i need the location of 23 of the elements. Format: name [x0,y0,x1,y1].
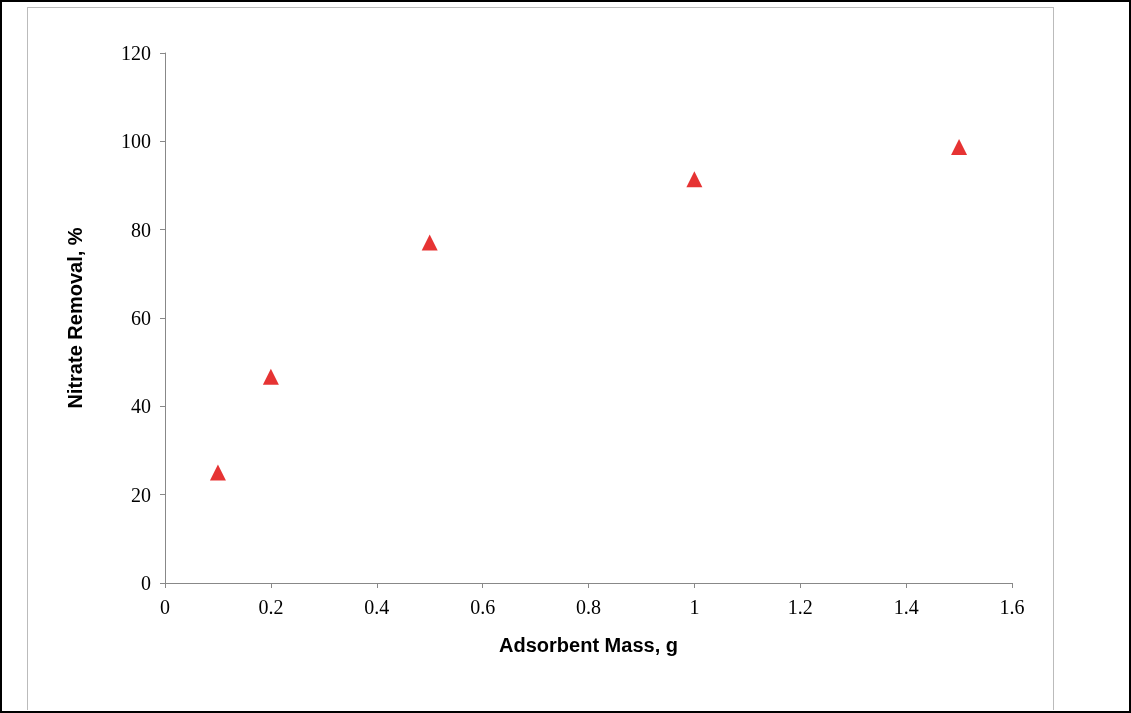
x-tick-label: 0.8 [576,596,601,618]
y-tick-label: 40 [131,395,151,418]
point [209,464,226,481]
y-tick-label: 120 [121,42,151,64]
point [421,234,438,251]
x-tick-label: 1.4 [893,596,919,618]
y-axis-title: Nitrate Removal, % [64,227,86,409]
point [686,171,703,188]
x-axis-title: Adsorbent Mass, g [499,634,678,656]
y-tick-label: 0 [141,572,151,594]
x-tick-label: 0.2 [258,596,284,618]
x-tick-label: 1 [689,596,700,618]
x-tick-label: 1.2 [787,596,813,618]
y-tick-label: 100 [121,130,151,153]
x-tick-label: 0.4 [364,596,390,618]
x-tick-label: 0 [160,596,170,618]
x-tick-label: 1.6 [999,596,1025,618]
y-tick-label: 80 [131,218,151,241]
point [262,368,279,385]
x-tick-label: 0.6 [470,596,496,618]
y-tick-label: 60 [131,307,151,329]
y-tick-label: 20 [131,483,151,506]
point [951,139,968,156]
